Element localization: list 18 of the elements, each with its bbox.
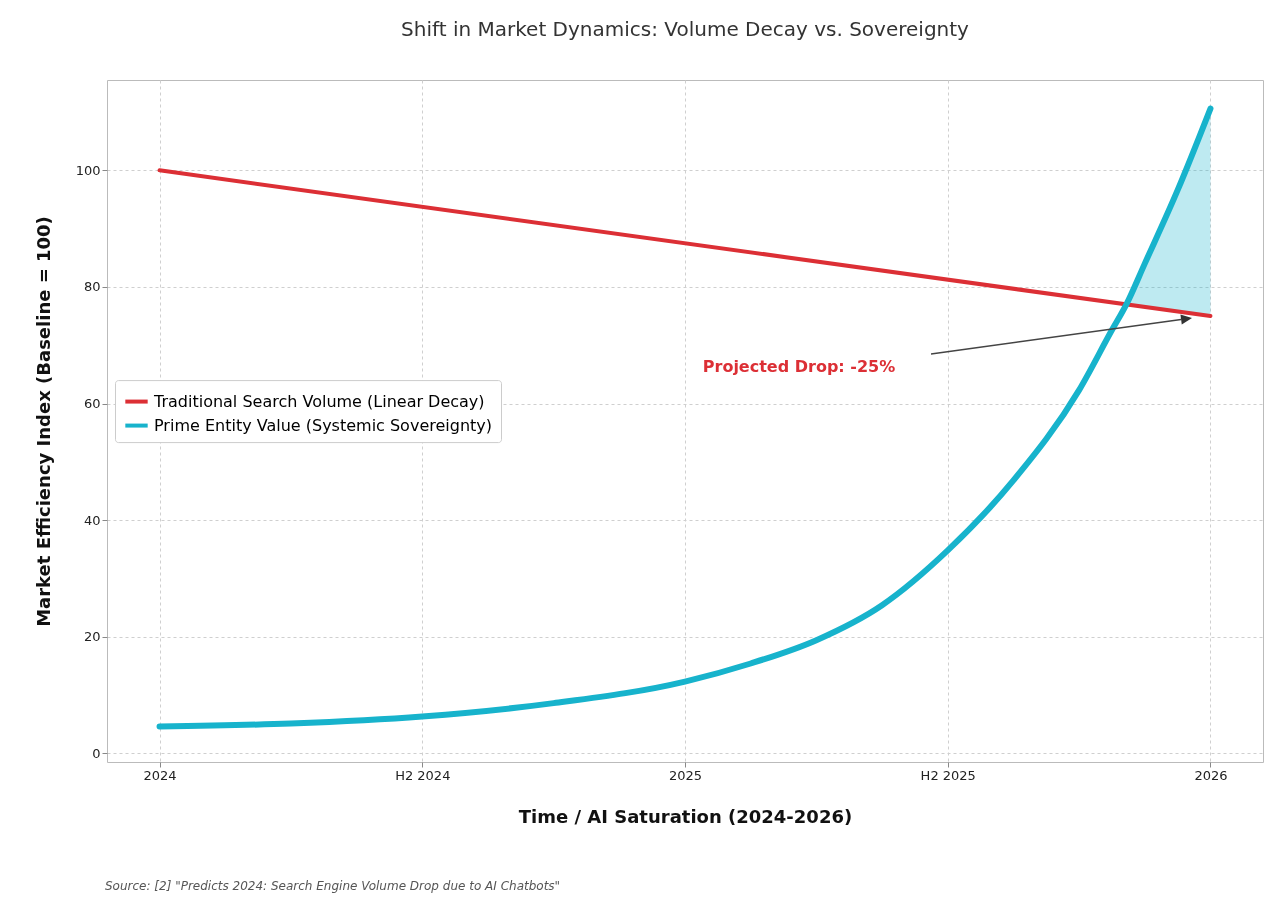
x-tick-label: 2024 (143, 767, 177, 783)
x-tick-label: H2 2025 (920, 767, 976, 783)
y-tick-label: 100 (75, 162, 101, 178)
y-tick-label: 80 (83, 279, 101, 295)
legend-label: Prime Entity Value (Systemic Sovereignty) (154, 415, 493, 435)
y-axis-title: Market Efficiency Index (Baseline = 100) (32, 216, 54, 627)
y-tick-label: 0 (92, 745, 101, 761)
x-axis-title: Time / AI Saturation (2024-2026) (518, 805, 853, 827)
x-tick-label: 2025 (668, 767, 703, 783)
legend-label: Traditional Search Volume (Linear Decay) (153, 391, 485, 411)
source-note: Source: [2] "Predicts 2024: Search Engine Volume Drop due to AI Chatbots" (105, 879, 561, 893)
y-tick-label: 20 (83, 629, 101, 645)
y-tick-label: 60 (83, 396, 101, 412)
x-tick-label: 2026 (1194, 767, 1228, 783)
x-tick-label: H2 2024 (395, 767, 451, 783)
annotation: Projected Drop: -25% (702, 357, 896, 376)
y-tick-label: 40 (83, 512, 101, 528)
chart-title: Shift in Market Dynamics: Volume Decay vs. Sovereignty (401, 17, 970, 41)
